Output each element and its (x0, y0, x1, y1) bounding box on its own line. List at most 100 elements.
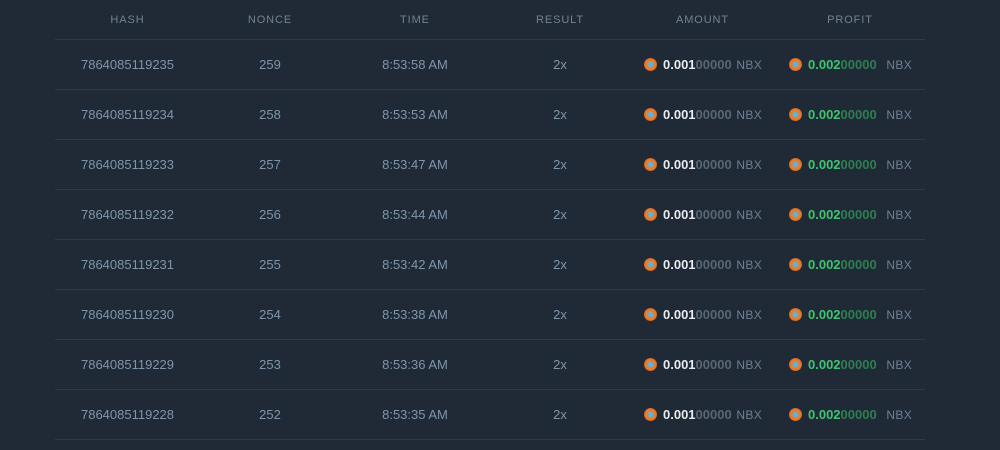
table-row: 7864085119228 252 8:53:35 AM 2x 0.001000… (55, 390, 925, 440)
profit-value: 0.00200000 (808, 207, 877, 222)
profit-trailing-zeros: 00000 (840, 107, 877, 122)
profit-significant: 0.002 (808, 157, 841, 172)
profit-value: 0.00200000 (808, 407, 877, 422)
cell-amount: 0.00100000 NBX (630, 257, 775, 272)
profit-significant: 0.002 (808, 207, 841, 222)
table-header-row: HASH NONCE TIME RESULT AMOUNT PROFIT (55, 0, 925, 40)
amount-significant: 0.001 (663, 357, 696, 372)
table-row-partial (55, 440, 925, 450)
amount-significant: 0.001 (663, 307, 696, 322)
cell-result: 2x (553, 57, 567, 72)
cell-profit: 0.00200000 NBX (775, 407, 925, 422)
nbx-coin-icon (644, 408, 657, 421)
nbx-coin-icon (789, 258, 802, 271)
column-header-nonce: NONCE (247, 13, 293, 26)
nbx-coin-icon (789, 208, 802, 221)
cell-nonce: 254 (259, 307, 281, 322)
profit-significant: 0.002 (808, 407, 841, 422)
profit-currency-label: NBX (886, 157, 912, 172)
cell-hash: 7864085119233 (80, 157, 175, 172)
cell-amount: 0.00100000 NBX (630, 57, 775, 72)
profit-trailing-zeros: 00000 (840, 207, 877, 222)
cell-amount: 0.00100000 NBX (630, 357, 775, 372)
cell-nonce: 253 (259, 357, 281, 372)
cell-hash: 7864085119230 (80, 307, 175, 322)
column-header-amount: AMOUNT (675, 13, 730, 26)
cell-time: 8:53:36 AM (382, 357, 448, 372)
table-row: 7864085119229 253 8:53:36 AM 2x 0.001000… (55, 340, 925, 390)
amount-value: 0.00100000 (663, 257, 732, 272)
nbx-coin-icon (644, 108, 657, 121)
cell-result: 2x (553, 107, 567, 122)
cell-hash: 7864085119229 (80, 357, 175, 372)
cell-nonce: 252 (259, 407, 281, 422)
table-row: 7864085119231 255 8:53:42 AM 2x 0.001000… (55, 240, 925, 290)
cell-profit: 0.00200000 NBX (775, 207, 925, 222)
cell-time: 8:53:42 AM (382, 257, 448, 272)
cell-profit: 0.00200000 NBX (775, 357, 925, 372)
amount-trailing-zeros: 00000 (695, 107, 732, 122)
column-header-hash: HASH (110, 13, 145, 26)
cell-amount: 0.00100000 NBX (630, 157, 775, 172)
cell-amount: 0.00100000 NBX (630, 407, 775, 422)
cell-amount: 0.00100000 NBX (630, 107, 775, 122)
amount-value: 0.00100000 (663, 107, 732, 122)
amount-significant: 0.001 (663, 207, 696, 222)
amount-trailing-zeros: 00000 (695, 57, 732, 72)
amount-currency-label: NBX (736, 307, 762, 322)
cell-result: 2x (553, 357, 567, 372)
nbx-coin-icon (789, 158, 802, 171)
cell-time: 8:53:35 AM (382, 407, 448, 422)
cell-profit: 0.00200000 NBX (775, 107, 925, 122)
profit-trailing-zeros: 00000 (840, 307, 877, 322)
cell-amount: 0.00100000 NBX (630, 307, 775, 322)
nbx-coin-icon (644, 308, 657, 321)
cell-profit: 0.00200000 NBX (775, 157, 925, 172)
profit-significant: 0.002 (808, 257, 841, 272)
nbx-coin-icon (644, 258, 657, 271)
cell-time: 8:53:47 AM (382, 157, 448, 172)
amount-significant: 0.001 (663, 57, 696, 72)
profit-currency-label: NBX (886, 107, 912, 122)
nbx-coin-icon (644, 58, 657, 71)
profit-value: 0.00200000 (808, 107, 877, 122)
amount-significant: 0.001 (663, 157, 696, 172)
column-header-profit: PROFIT (827, 13, 873, 26)
amount-significant: 0.001 (663, 407, 696, 422)
profit-value: 0.00200000 (808, 357, 877, 372)
amount-value: 0.00100000 (663, 357, 732, 372)
cell-hash: 7864085119234 (80, 107, 175, 122)
cell-result: 2x (553, 257, 567, 272)
amount-value: 0.00100000 (663, 157, 732, 172)
profit-trailing-zeros: 00000 (840, 57, 877, 72)
cell-hash: 7864085119228 (80, 407, 175, 422)
amount-trailing-zeros: 00000 (695, 357, 732, 372)
amount-trailing-zeros: 00000 (695, 307, 732, 322)
cell-time: 8:53:38 AM (382, 307, 448, 322)
amount-value: 0.00100000 (663, 407, 732, 422)
cell-hash: 7864085119232 (80, 207, 175, 222)
amount-currency-label: NBX (736, 157, 762, 172)
amount-value: 0.00100000 (663, 307, 732, 322)
nbx-coin-icon (789, 308, 802, 321)
table-row: 7864085119232 256 8:53:44 AM 2x 0.001000… (55, 190, 925, 240)
profit-value: 0.00200000 (808, 57, 877, 72)
amount-currency-label: NBX (736, 407, 762, 422)
profit-currency-label: NBX (886, 57, 912, 72)
cell-nonce: 258 (259, 107, 281, 122)
bet-history-table: HASH NONCE TIME RESULT AMOUNT PROFIT 786… (55, 0, 925, 450)
amount-value: 0.00100000 (663, 57, 732, 72)
amount-significant: 0.001 (663, 107, 696, 122)
profit-currency-label: NBX (886, 257, 912, 272)
cell-result: 2x (553, 307, 567, 322)
amount-currency-label: NBX (736, 57, 762, 72)
profit-significant: 0.002 (808, 307, 841, 322)
nbx-coin-icon (789, 358, 802, 371)
table-body: 7864085119235 259 8:53:58 AM 2x 0.001000… (55, 40, 925, 440)
cell-time: 8:53:53 AM (382, 107, 448, 122)
profit-trailing-zeros: 00000 (840, 407, 877, 422)
table-row: 7864085119230 254 8:53:38 AM 2x 0.001000… (55, 290, 925, 340)
profit-trailing-zeros: 00000 (840, 257, 877, 272)
amount-trailing-zeros: 00000 (695, 257, 732, 272)
column-header-result: RESULT (536, 13, 584, 26)
